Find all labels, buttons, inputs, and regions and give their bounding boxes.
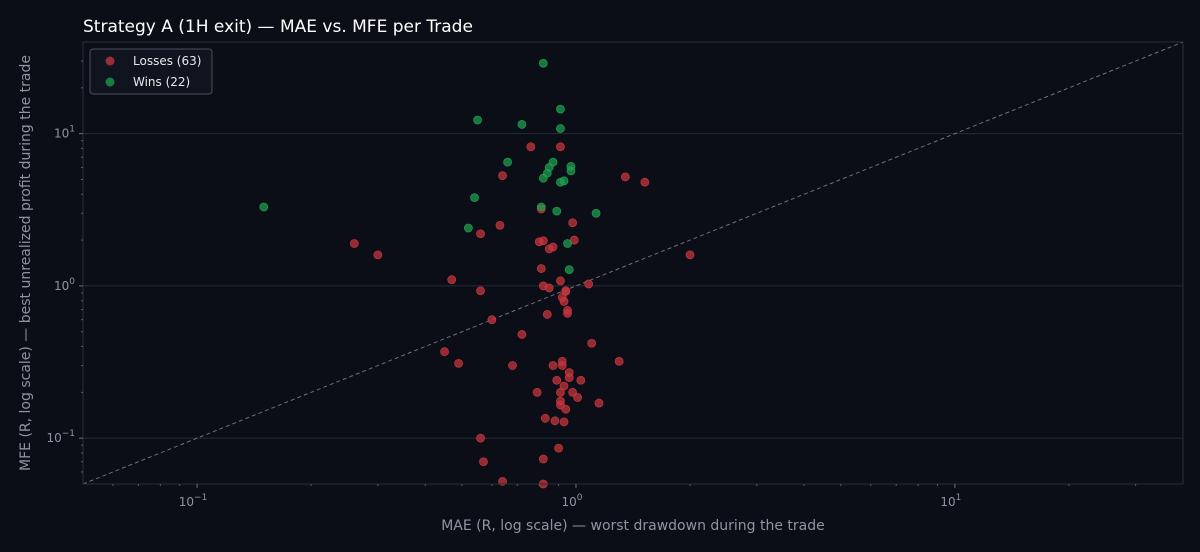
reference-diagonal-line bbox=[82, 41, 1184, 485]
win-point bbox=[566, 161, 576, 171]
loss-point bbox=[557, 361, 567, 370]
loss-point bbox=[373, 250, 383, 260]
win-point bbox=[463, 223, 473, 233]
loss-point bbox=[540, 413, 550, 423]
legend-label-wins: Wins (22) bbox=[133, 75, 190, 89]
loss-point bbox=[554, 443, 564, 453]
loss-point bbox=[550, 416, 560, 426]
loss-point bbox=[542, 310, 552, 319]
legend-box bbox=[89, 48, 213, 95]
loss-point bbox=[587, 338, 597, 348]
win-point bbox=[536, 202, 546, 212]
loss-point bbox=[440, 347, 449, 357]
y-axis-label: MFE (R, log scale) — best unrealized pro… bbox=[18, 55, 34, 471]
win-point bbox=[503, 157, 512, 167]
win-point bbox=[591, 208, 601, 218]
loss-point bbox=[556, 142, 565, 152]
legend-marker-wins bbox=[105, 77, 115, 87]
loss-point bbox=[620, 172, 630, 182]
win-point bbox=[556, 104, 565, 114]
loss-point bbox=[538, 454, 548, 464]
data-points bbox=[259, 58, 695, 489]
win-point bbox=[548, 157, 558, 167]
loss-point bbox=[594, 398, 604, 408]
loss-point bbox=[487, 315, 497, 325]
loss-point bbox=[561, 404, 571, 414]
loss-point bbox=[479, 457, 488, 467]
loss-point bbox=[559, 417, 569, 427]
loss-point bbox=[568, 218, 578, 228]
loss-point bbox=[548, 242, 558, 252]
loss-point bbox=[454, 358, 463, 368]
loss-point bbox=[476, 286, 485, 296]
loss-point bbox=[526, 142, 536, 152]
loss-point bbox=[552, 375, 562, 385]
win-point bbox=[470, 193, 479, 203]
loss-point bbox=[498, 171, 507, 181]
grid bbox=[83, 133, 1183, 439]
win-point bbox=[556, 124, 565, 133]
loss-point bbox=[563, 306, 572, 315]
win-point bbox=[517, 120, 527, 129]
loss-point bbox=[564, 373, 574, 382]
loss-point bbox=[538, 236, 548, 246]
loss-point bbox=[548, 361, 558, 370]
loss-point bbox=[532, 387, 542, 397]
win-point bbox=[259, 202, 269, 212]
loss-point bbox=[498, 477, 507, 486]
loss-point bbox=[349, 239, 359, 248]
loss-point bbox=[508, 361, 517, 370]
win-point bbox=[473, 115, 482, 125]
loss-point bbox=[556, 276, 565, 286]
chart-title: Strategy A (1H exit) — MAE vs. MFE per T… bbox=[83, 17, 473, 37]
loss-point bbox=[495, 220, 505, 230]
loss-point bbox=[476, 433, 485, 443]
legend: Losses (63) Wins (22) bbox=[89, 48, 213, 95]
win-point bbox=[559, 176, 569, 186]
legend-label-losses: Losses (63) bbox=[133, 54, 201, 68]
legend-marker-losses bbox=[105, 56, 115, 66]
loss-point bbox=[685, 250, 695, 260]
loss-point bbox=[544, 283, 554, 293]
win-point bbox=[552, 206, 562, 216]
loss-point bbox=[614, 356, 624, 366]
loss-point bbox=[573, 393, 583, 402]
loss-point bbox=[447, 275, 457, 285]
loss-point bbox=[536, 264, 546, 273]
win-point bbox=[563, 239, 572, 248]
loss-point bbox=[576, 375, 586, 385]
loss-point bbox=[584, 279, 594, 289]
loss-point bbox=[640, 177, 650, 187]
loss-point bbox=[559, 297, 569, 306]
loss-point bbox=[561, 287, 571, 296]
loss-point bbox=[517, 330, 527, 339]
loss-point bbox=[559, 381, 569, 391]
win-point bbox=[564, 265, 574, 274]
loss-point bbox=[476, 229, 485, 239]
plot-frame bbox=[82, 41, 1184, 485]
x-axis-label: MAE (R, log scale) — worst drawdown duri… bbox=[441, 518, 825, 534]
win-point bbox=[538, 58, 548, 68]
